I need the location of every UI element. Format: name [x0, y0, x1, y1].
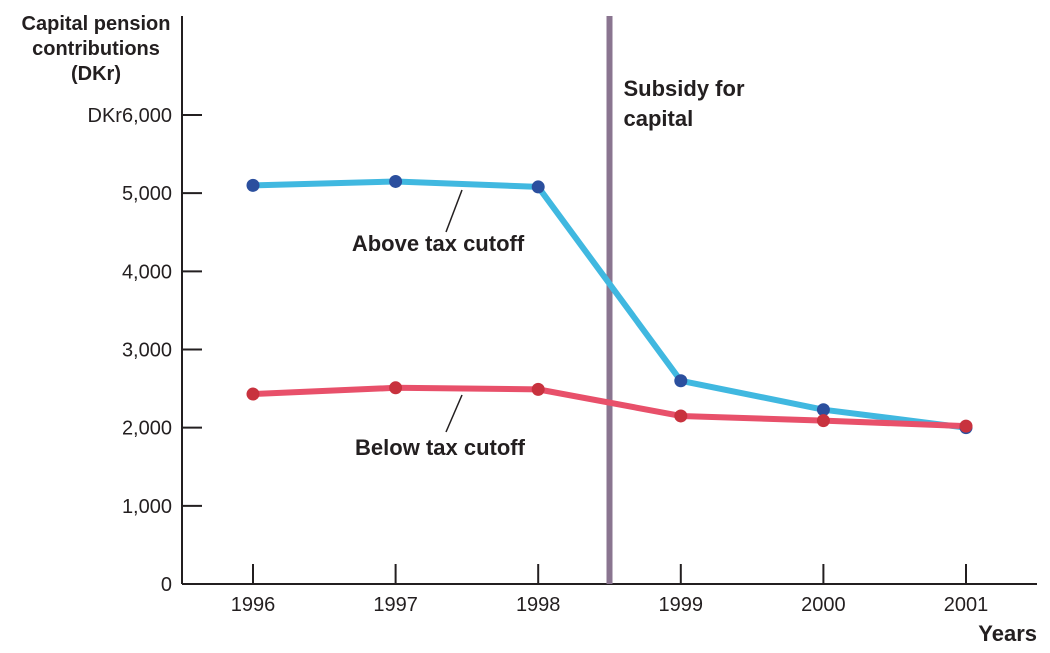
x-tick-label: 1996: [231, 594, 276, 616]
x-axis-title: Years: [978, 621, 1037, 646]
y-tick-label: DKr6,000: [88, 105, 173, 127]
above-tax-cutoff-leader: [445, 189, 463, 233]
above-tax-cutoff-point: [674, 374, 688, 388]
x-tick-label: 2001: [944, 594, 989, 616]
y-axis-title-line: (DKr): [71, 63, 121, 85]
below-tax-cutoff-leader: [445, 394, 463, 433]
y-tick-label: 0: [161, 574, 172, 596]
subsidy-label: Subsidy for: [624, 76, 745, 101]
below-tax-cutoff-point: [674, 409, 688, 423]
below-tax-cutoff-line: [252, 384, 967, 430]
above-tax-cutoff-point: [531, 180, 545, 194]
x-tick-label: 1998: [516, 594, 561, 616]
below-tax-cutoff-point: [246, 387, 260, 401]
below-tax-cutoff-point: [531, 382, 545, 396]
y-tick-label: 4,000: [122, 261, 172, 283]
y-tick-label: 3,000: [122, 340, 172, 362]
above-tax-cutoff-label: Above tax cutoff: [352, 231, 525, 256]
above-tax-cutoff-point: [389, 174, 403, 188]
x-tick-label: 2000: [801, 594, 846, 616]
y-tick-label: 2,000: [122, 418, 172, 440]
x-tick-label: 1997: [373, 594, 418, 616]
above-tax-cutoff-line: [252, 178, 967, 431]
below-tax-cutoff-point: [816, 414, 830, 428]
y-axis-title-line: contributions: [32, 38, 160, 60]
below-tax-cutoff-point: [389, 381, 403, 395]
y-tick-label: 5,000: [122, 183, 172, 205]
x-tick-label: 1999: [659, 594, 704, 616]
subsidy-label: capital: [624, 106, 694, 131]
y-tick-label: 1,000: [122, 496, 172, 518]
above-tax-cutoff-point: [246, 178, 260, 192]
above-tax-cutoff-point: [816, 403, 830, 417]
below-tax-cutoff-point: [959, 419, 973, 433]
y-axis-title-line: Capital pension: [21, 13, 171, 35]
below-tax-cutoff-label: Below tax cutoff: [355, 435, 526, 460]
